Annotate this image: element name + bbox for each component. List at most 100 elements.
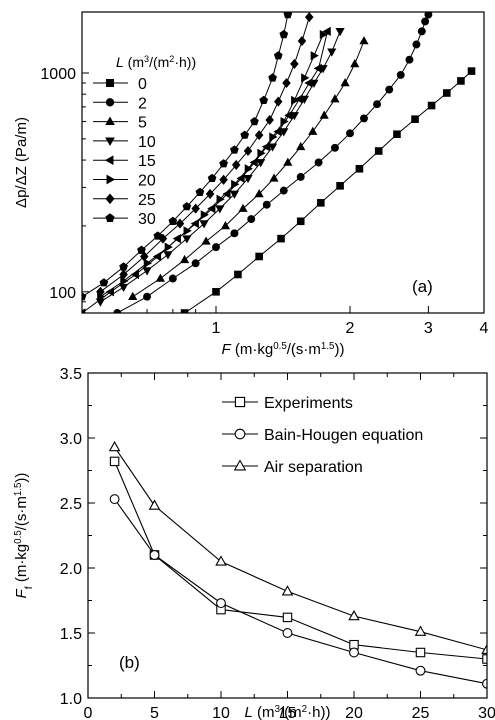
data-point-20 [120,276,129,286]
data-point-0 [393,130,401,139]
y-tick-label-a: 100 [49,285,76,302]
data-point-30 [219,159,228,168]
x-tick-label-b: 25 [412,705,430,720]
data-point-Air separation [148,499,161,510]
data-point-20 [310,51,319,61]
y-tick-label-b: 3.5 [60,366,82,383]
legend-label-0: 0 [138,76,147,93]
data-point-30 [168,216,178,226]
data-point-0 [355,164,364,173]
data-point-Experiments [109,456,120,467]
data-point-15 [313,63,322,73]
data-point-5 [330,94,340,103]
legend-marker-25 [105,193,115,205]
data-point-Bain-Hougen equation [216,598,226,609]
data-point-2 [143,292,152,301]
data-point-30 [283,12,293,19]
legend-marker-Experiments [234,396,246,408]
data-point-5 [128,291,138,300]
legend-label-15: 15 [138,153,156,170]
series-group-b [108,440,487,689]
data-point-Bain-Hougen equation [282,628,293,638]
data-point-0 [457,77,465,85]
legend-marker-Bain-Hougen equation [234,428,246,440]
data-point-25 [265,114,274,126]
data-point-5 [179,254,190,264]
data-point-15 [294,94,303,104]
legend-label-30: 30 [138,211,156,228]
data-point-2 [373,100,381,109]
data-point-25 [282,77,291,89]
data-point-25 [191,203,200,214]
data-point-2 [385,85,394,94]
data-point-2 [296,172,305,181]
data-point-2 [405,55,414,64]
data-point-10 [163,251,173,260]
data-point-2 [247,215,256,224]
series-line-0 [184,70,472,313]
legend-label-20: 20 [138,173,156,190]
data-point-25 [175,218,185,229]
data-point-0 [467,67,476,75]
data-point-25 [254,130,264,141]
data-point-30 [259,95,269,104]
data-point-20 [143,258,152,268]
legend-label-10: 10 [138,134,156,151]
legend-marker-20 [106,174,116,185]
y-axis-label-a: Δp/ΔZ (Pa/m) [13,117,30,208]
data-point-0 [374,147,383,155]
data-point-2 [279,186,288,195]
data-point-20 [164,242,173,252]
data-point-2 [330,143,339,152]
data-point-2 [191,259,200,268]
data-point-20 [244,164,253,174]
x-tick-label-b: 0 [84,705,93,720]
x-tick-label-a: 3 [424,320,433,337]
data-point-10 [335,28,345,37]
data-point-0 [212,287,220,296]
data-point-30 [250,117,259,126]
data-point-25 [119,269,128,280]
data-point-5 [350,59,360,68]
data-point-2 [212,243,220,252]
data-point-Air separation [348,609,360,621]
data-point-Air separation [281,585,294,596]
data-point-20 [231,179,240,189]
data-point-25 [304,12,314,23]
data-point-5 [220,221,231,230]
legend-marker-0 [106,79,115,88]
data-point-10 [229,190,240,199]
data-point-Air separation [108,440,121,452]
legend-label-2: 2 [138,95,147,112]
data-point-0 [427,101,436,110]
legend-marker-2 [105,98,115,107]
data-point-15 [249,157,258,168]
y-tick-label-b: 2.5 [60,496,82,513]
legend-marker-10 [105,137,115,147]
data-point-5 [254,189,264,198]
data-point-5 [155,273,165,282]
y-tick-label-a: 1000 [40,66,76,83]
series-line-Experiments [114,461,487,660]
legend-b: Experiments Bain-Hougen equation Air separ… [222,395,423,476]
series-line-Air separation [114,446,487,651]
data-point-2 [417,27,426,36]
data-point-30 [153,231,163,240]
data-point-20 [216,194,225,204]
data-point-2 [230,229,239,238]
data-point-2 [421,17,430,26]
data-point-20 [280,116,289,127]
data-point-25 [297,35,307,47]
data-point-25 [274,96,283,107]
data-point-0 [411,115,419,123]
series-line-5 [132,40,365,298]
data-point-20 [269,132,278,142]
data-point-15 [273,126,282,137]
data-point-20 [183,226,192,236]
data-point-20 [301,73,310,83]
y-tick-label-b: 2.0 [60,561,82,578]
data-point-30 [182,202,192,211]
